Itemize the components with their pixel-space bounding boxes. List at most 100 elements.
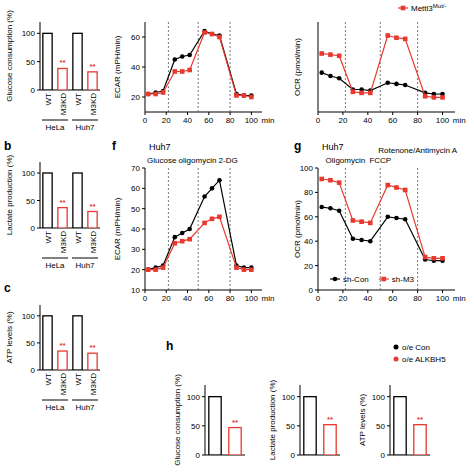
category-label: WT bbox=[44, 373, 53, 386]
point bbox=[217, 215, 222, 220]
point bbox=[161, 265, 166, 270]
y-tick bbox=[37, 315, 40, 316]
panel-label: b bbox=[4, 139, 11, 153]
point bbox=[172, 241, 177, 246]
point bbox=[368, 239, 373, 244]
category-label: WT bbox=[74, 231, 83, 244]
y-tick bbox=[142, 168, 145, 169]
y-tick bbox=[142, 208, 145, 209]
y-axis-label: OCR (pmol/min) bbox=[293, 200, 302, 258]
point bbox=[172, 235, 177, 240]
y-axis-label: ECAR (mPH/min) bbox=[113, 197, 122, 260]
x-axis-label: min bbox=[262, 294, 275, 303]
legend-marker bbox=[381, 277, 386, 282]
point bbox=[202, 221, 207, 226]
legend-superscript: Mut/- bbox=[433, 3, 447, 9]
point bbox=[234, 265, 239, 270]
y-tick bbox=[37, 90, 40, 91]
y-tick-label: 0 bbox=[291, 451, 296, 460]
x-tick-label: 40 bbox=[183, 116, 192, 125]
point bbox=[337, 208, 342, 213]
x-tick bbox=[230, 112, 231, 115]
group-label: HeLa bbox=[45, 261, 65, 270]
x-axis bbox=[318, 290, 455, 291]
y-tick-label: 100 bbox=[22, 169, 36, 178]
point bbox=[161, 90, 166, 95]
category-label: M3KD bbox=[59, 373, 68, 395]
line-chart: 020406080100020406080100minOCR (pmol/min… bbox=[293, 139, 466, 303]
lines bbox=[146, 178, 254, 272]
point bbox=[359, 219, 364, 224]
significance: ** bbox=[59, 341, 66, 350]
point bbox=[385, 215, 390, 220]
point bbox=[328, 206, 333, 211]
x-tick bbox=[145, 112, 146, 115]
point bbox=[385, 33, 390, 38]
y-tick bbox=[387, 455, 390, 456]
injection-label: Oligomycin bbox=[326, 156, 366, 165]
series-line bbox=[148, 33, 251, 98]
line-chart: 020406080100204060minECAR (mPH/min) bbox=[113, 22, 274, 125]
significance: ** bbox=[89, 62, 96, 71]
x-tick-label: 20 bbox=[162, 294, 171, 303]
x-tick-label: 20 bbox=[162, 116, 171, 125]
y-tick-label: 100 bbox=[372, 393, 386, 402]
x-tick-label: 100 bbox=[245, 116, 259, 125]
group-label: Huh7 bbox=[75, 403, 95, 412]
x-tick bbox=[251, 112, 252, 115]
injection-label: Rotenone/Antimycin A bbox=[378, 146, 457, 155]
legend-marker bbox=[394, 357, 399, 362]
group-line bbox=[42, 258, 68, 259]
group-line bbox=[42, 120, 68, 121]
y-tick bbox=[297, 396, 300, 397]
point bbox=[319, 205, 324, 210]
y-tick bbox=[142, 229, 145, 230]
bar bbox=[209, 397, 221, 455]
x-tick-label: 100 bbox=[245, 294, 259, 303]
group-line bbox=[72, 258, 98, 259]
y-tick-label: 0 bbox=[381, 451, 386, 460]
y-tick bbox=[37, 33, 40, 34]
y-tick bbox=[142, 37, 145, 38]
point bbox=[319, 70, 324, 75]
y-axis bbox=[300, 385, 301, 455]
y-tick bbox=[315, 265, 318, 266]
bars bbox=[304, 397, 336, 455]
y-tick-label: 50 bbox=[376, 422, 385, 431]
category-label: M3KD bbox=[89, 93, 98, 115]
category-label: M3KD bbox=[89, 373, 98, 395]
bar bbox=[324, 425, 336, 455]
figure: 050100Glucose consumption (%)WT**M3KDWT*… bbox=[0, 0, 474, 474]
group-label: HeLa bbox=[45, 123, 65, 132]
x-tick-label: 60 bbox=[204, 294, 213, 303]
series-line bbox=[148, 217, 251, 270]
y-axis bbox=[40, 22, 41, 90]
x-tick-label: 0 bbox=[316, 116, 321, 125]
y-tick-label: 40 bbox=[131, 63, 140, 72]
point bbox=[432, 256, 437, 261]
x-tick bbox=[251, 290, 252, 293]
y-tick-label: 60 bbox=[131, 33, 140, 42]
legend-label: sh-Con bbox=[343, 275, 369, 284]
x-tick bbox=[392, 112, 393, 115]
point bbox=[180, 231, 185, 236]
point bbox=[319, 177, 324, 182]
x-tick bbox=[318, 112, 319, 115]
category-label: M3KD bbox=[59, 231, 68, 253]
y-tick-label: 100 bbox=[187, 393, 201, 402]
y-tick bbox=[142, 97, 145, 98]
x-tick bbox=[166, 112, 167, 115]
title: Huh7 bbox=[149, 142, 171, 152]
y-tick-label: 60 bbox=[131, 184, 140, 193]
x-tick bbox=[442, 290, 443, 293]
point bbox=[217, 35, 222, 40]
x-axis-label: min bbox=[453, 116, 466, 125]
significance: ** bbox=[59, 58, 66, 67]
point bbox=[202, 194, 207, 199]
x-axis-label: min bbox=[453, 294, 466, 303]
legend-label: sh-M3 bbox=[392, 275, 415, 284]
point bbox=[210, 217, 215, 222]
series-line bbox=[322, 179, 443, 258]
x-tick bbox=[208, 290, 209, 293]
point bbox=[319, 51, 324, 56]
